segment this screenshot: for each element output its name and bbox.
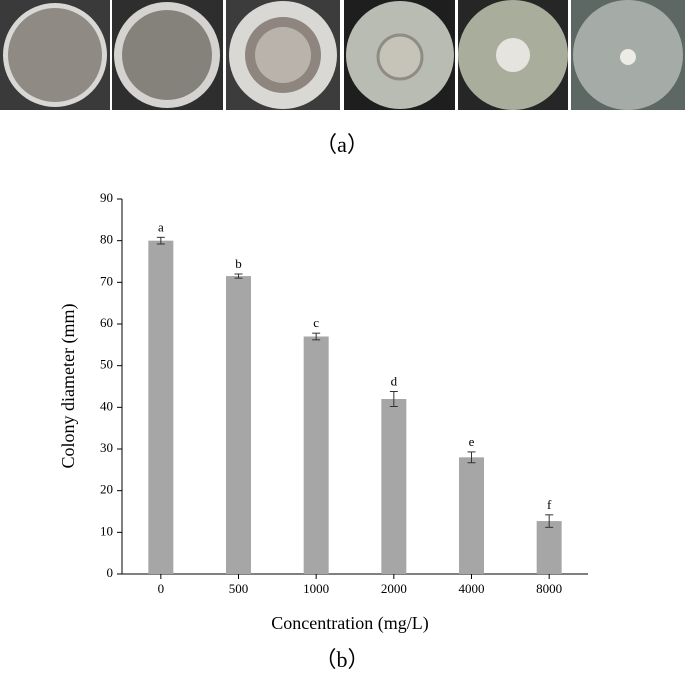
y-tick-label: 0 (107, 565, 114, 580)
bar (381, 399, 407, 574)
y-tick-label: 50 (100, 357, 113, 372)
colony (620, 49, 636, 65)
colony-center (255, 27, 311, 83)
colony (122, 10, 212, 100)
significance-letter: c (313, 315, 319, 330)
x-tick-label: 2000 (381, 581, 407, 596)
bar (459, 457, 484, 574)
y-tick-label: 40 (100, 398, 113, 413)
panel-label: （b） (314, 647, 369, 672)
y-tick-label: 90 (100, 190, 113, 205)
bar (303, 336, 329, 574)
x-axis-title: Concentration (mg/L) (271, 613, 428, 634)
y-tick-label: 20 (100, 482, 113, 497)
colony (496, 38, 530, 72)
panel-label: （a） (315, 132, 369, 157)
x-tick-label: 0 (158, 581, 165, 596)
significance-letter: b (235, 256, 242, 271)
x-tick-label: 8000 (536, 581, 562, 596)
significance-letter: e (469, 434, 475, 449)
y-tick-label: 80 (100, 232, 113, 247)
colony (376, 33, 424, 81)
bar (148, 240, 174, 574)
y-tick-label: 70 (100, 273, 113, 288)
significance-letter: f (547, 497, 552, 512)
x-tick-label: 1000 (303, 581, 329, 596)
x-tick-label: 500 (229, 581, 249, 596)
petri-photos (0, 0, 685, 110)
significance-letter: a (158, 219, 164, 234)
bar (536, 521, 562, 574)
colony (8, 8, 102, 102)
bar (226, 276, 251, 574)
y-tick-label: 30 (100, 440, 113, 455)
y-axis-title: Colony diameter (mm) (58, 304, 79, 469)
x-tick-label: 4000 (459, 581, 485, 596)
y-tick-label: 10 (100, 523, 113, 538)
y-tick-label: 60 (100, 315, 113, 330)
significance-letter: d (391, 373, 398, 388)
